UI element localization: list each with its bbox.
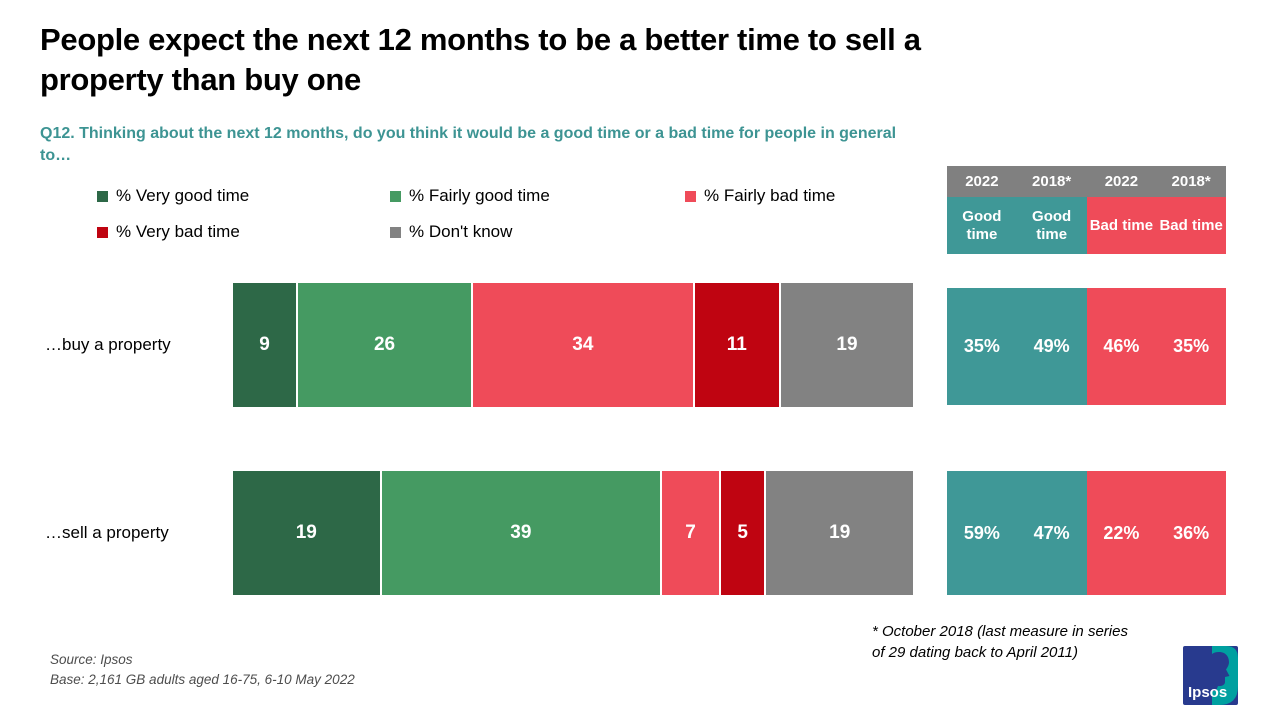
- side-table-group: Good time: [1016, 197, 1087, 254]
- ipsos-logo-icon: Ipsos: [1183, 646, 1238, 705]
- stacked-bar: 19 39 7 5 19: [233, 471, 913, 595]
- bar-segment: 5: [720, 471, 765, 595]
- side-table-value: 35%: [1156, 288, 1226, 405]
- side-table-value: 35%: [947, 288, 1017, 405]
- side-table-header: 2022 2018* 2022 2018* Good time Good time Bad…: [947, 166, 1226, 254]
- bar-segment: 19: [780, 283, 913, 407]
- side-table-value: 59%: [947, 471, 1017, 595]
- legend-item: % Fairly bad time: [685, 186, 965, 206]
- legend-label: % Fairly good time: [409, 186, 550, 205]
- legend-swatch-icon: [97, 190, 108, 202]
- legend-swatch-icon: [685, 190, 696, 202]
- legend-label: % Fairly bad time: [704, 186, 836, 205]
- stacked-bar: 9 26 34 11 19: [233, 283, 913, 407]
- page-title: People expect the next 12 months to be a…: [40, 22, 921, 97]
- bar-segment: 26: [298, 283, 472, 407]
- side-table-row: 35% 49% 46% 35%: [947, 288, 1226, 405]
- bar-segment: 19: [233, 471, 380, 595]
- side-table-value: 47%: [1016, 471, 1087, 595]
- side-table-group-row: Good time Good time Bad time Bad time: [947, 197, 1226, 254]
- side-table-year: 2018*: [1171, 173, 1211, 190]
- legend-label: % Very good time: [116, 186, 250, 205]
- side-table-value: 22%: [1086, 471, 1157, 595]
- side-table-year: 2022: [1104, 173, 1139, 190]
- bar-row-label: …sell a property: [45, 523, 169, 542]
- side-table-value: 49%: [1016, 288, 1087, 405]
- legend-item: % Very good time: [97, 186, 390, 206]
- bar-segment: 9: [233, 283, 297, 407]
- side-table-value: 46%: [1086, 288, 1157, 405]
- bar-segment: 34: [473, 283, 693, 407]
- bar-segment: 39: [381, 471, 661, 595]
- legend-swatch-icon: [390, 226, 401, 238]
- legend-item: % Don't know: [390, 222, 685, 242]
- side-table-group: Good time: [947, 197, 1017, 254]
- bar-segment: 11: [694, 283, 779, 407]
- ipsos-logo: Ipsos: [1183, 646, 1238, 705]
- bar-segment: 19: [766, 471, 913, 595]
- footnote: * October 2018 (last measure in series o…: [872, 623, 1128, 661]
- bar-row-label: …buy a property: [45, 335, 171, 354]
- legend-swatch-icon: [390, 190, 401, 202]
- legend-label: % Don't know: [409, 222, 513, 241]
- side-table-group: Bad time: [1086, 197, 1157, 254]
- side-table-row: 59% 47% 22% 36%: [947, 471, 1226, 595]
- question-text: Q12. Thinking about the next 12 months, …: [40, 125, 897, 164]
- side-table-year: 2018*: [1032, 173, 1072, 190]
- side-table-group: Bad time: [1156, 197, 1226, 254]
- side-table-year-row: 2022 2018* 2022 2018*: [947, 166, 1226, 197]
- legend-swatch-icon: [97, 226, 108, 238]
- source-line: Source: Ipsos: [50, 652, 133, 667]
- legend-label: % Very bad time: [116, 222, 240, 241]
- side-table-value: 36%: [1156, 471, 1226, 595]
- legend: % Very good time % Fairly good time % Fair…: [97, 186, 977, 242]
- svg-text:Ipsos: Ipsos: [1188, 684, 1227, 701]
- legend-item: % Very bad time: [97, 222, 390, 242]
- side-table-year: 2022: [965, 173, 999, 190]
- base-line: Base: 2,161 GB adults aged 16-75, 6-10 M…: [50, 672, 355, 688]
- bar-segment: 7: [662, 471, 719, 595]
- legend-item: % Fairly good time: [390, 186, 685, 206]
- source-note: Source: Ipsos Base: 2,161 GB adults aged…: [50, 650, 355, 691]
